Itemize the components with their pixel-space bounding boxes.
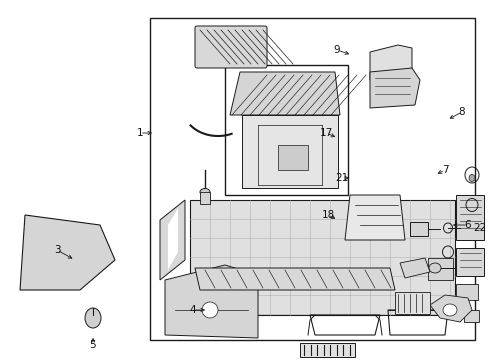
Text: 18: 18 [321,210,334,220]
Polygon shape [345,195,404,240]
Ellipse shape [200,189,209,195]
Ellipse shape [428,263,440,273]
Polygon shape [429,295,471,322]
Text: 21: 21 [335,173,348,183]
Text: 22: 22 [472,223,486,233]
Bar [190,200,454,315]
Text: 1: 1 [137,128,143,138]
Bar [278,145,307,170]
Text: 5: 5 [89,340,96,350]
Bar [224,65,347,195]
Bar [455,284,477,300]
Bar [446,303,460,313]
Text: 17: 17 [319,128,332,138]
Polygon shape [20,215,115,290]
Polygon shape [195,268,394,290]
Text: 8: 8 [458,107,465,117]
Text: 9: 9 [333,45,340,55]
Bar [455,248,483,276]
Bar [394,292,429,314]
Polygon shape [164,265,258,338]
Polygon shape [168,208,178,270]
Bar [200,192,209,204]
Bar [150,18,474,340]
Bar [463,310,478,322]
Polygon shape [399,258,429,278]
Ellipse shape [85,308,101,328]
Bar [409,222,427,236]
Text: 7: 7 [441,165,447,175]
Bar [427,258,452,280]
Ellipse shape [442,304,456,316]
Polygon shape [369,68,419,108]
Text: 3: 3 [54,245,60,255]
Text: 6: 6 [464,220,470,230]
Circle shape [202,302,218,318]
Polygon shape [242,115,337,188]
Ellipse shape [468,175,474,181]
Polygon shape [160,200,184,280]
Bar [455,195,483,240]
Polygon shape [229,72,339,115]
Polygon shape [369,45,411,80]
FancyBboxPatch shape [195,26,266,68]
Text: 4: 4 [189,305,196,315]
Bar [299,343,354,357]
